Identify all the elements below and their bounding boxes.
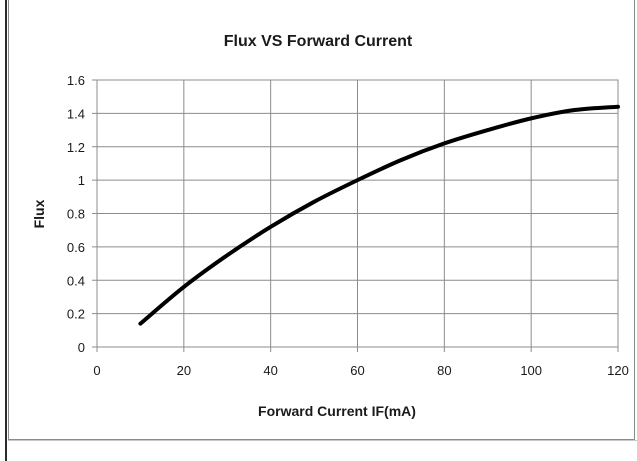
x-axis-label: Forward Current IF(mA): [258, 403, 416, 419]
flux-series-line: [138, 104, 620, 326]
y-tick-label: 1.6: [67, 73, 85, 88]
y-tick-label: 1.4: [67, 106, 85, 121]
grid-layer: [96, 79, 619, 348]
chart-frame: [8, 0, 635, 440]
y-tick-label: 0.4: [67, 273, 85, 288]
y-tick-label: 1.2: [67, 140, 85, 155]
left-edge-border: [5, 0, 7, 461]
x-tick-label: 100: [520, 363, 542, 378]
x-tick-label: 80: [437, 363, 451, 378]
axis-layer: [92, 79, 619, 352]
y-tick-label: 1: [78, 173, 85, 188]
y-tick-label: 0.8: [67, 207, 85, 222]
y-axis-label: Flux: [31, 199, 47, 228]
x-tick-label: 0: [93, 363, 100, 378]
x-tick-label: 20: [177, 363, 191, 378]
bottom-divider: [8, 440, 637, 441]
tick-labels: 0 0.2 0.4 0.6 0.8 1 1.2 1.4 1.6 0 20 40 60 80 100 120: [67, 73, 629, 378]
series-layer: [138, 104, 620, 326]
chart-title: Flux VS Forward Current: [224, 33, 413, 50]
x-tick-label: 60: [350, 363, 364, 378]
y-tick-label: 0: [78, 340, 85, 355]
y-tick-label: 0.6: [67, 240, 85, 255]
x-tick-label: 120: [607, 363, 629, 378]
y-tick-label: 0.2: [67, 307, 85, 322]
x-tick-label: 40: [263, 363, 277, 378]
